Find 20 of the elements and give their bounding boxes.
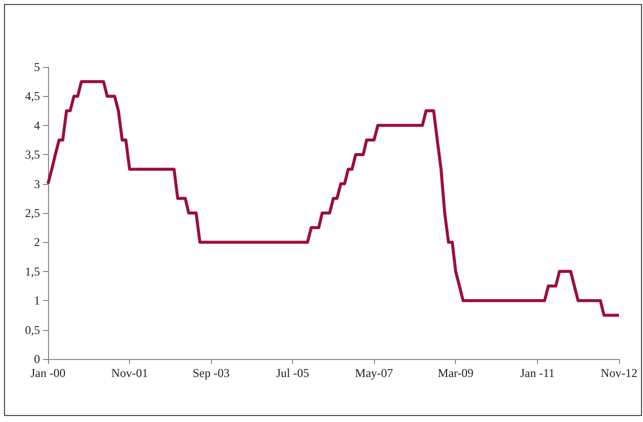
- y-tick-label: 5: [34, 60, 40, 74]
- line-series: [46, 80, 620, 317]
- x-tick-label: May-07: [355, 366, 394, 380]
- y-tick-label: 3: [34, 176, 40, 191]
- y-tick-label: 0: [34, 352, 40, 366]
- x-tick-label: Jul -05: [276, 366, 310, 380]
- y-tick-label: 0,5: [25, 322, 40, 337]
- y-tick-label: 4: [34, 118, 40, 132]
- y-tick-label: 4,5: [25, 89, 40, 104]
- x-tick-label: Nov-01: [111, 366, 148, 380]
- y-tick-label: 1,5: [25, 264, 40, 278]
- x-tick-label: Jan -00: [30, 366, 66, 380]
- y-tick-label: 1: [34, 294, 40, 308]
- y-tick-label: 2,5: [25, 206, 40, 220]
- y-tick-label: 3,5: [25, 148, 40, 162]
- y-tick-label: 2: [34, 235, 40, 250]
- x-tick-label: Nov-12: [600, 366, 638, 380]
- x-tick-label: Mar-09: [438, 366, 474, 380]
- x-tick-label: Sep -03: [192, 366, 230, 380]
- x-tick-label: Jan -11: [520, 366, 555, 380]
